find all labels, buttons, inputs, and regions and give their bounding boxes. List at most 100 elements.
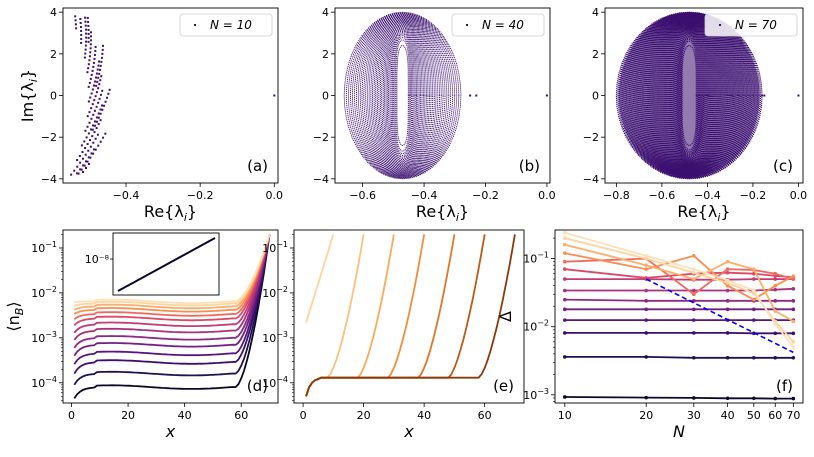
- y-tick-label: 10−4: [31, 375, 57, 390]
- x-tick-label: −0.2: [187, 189, 214, 202]
- y-tick-label: 4: [50, 6, 57, 19]
- eigenvalue-point: [90, 128, 93, 131]
- eigenvalue-point: [101, 89, 104, 92]
- x-tick-label: 70: [786, 409, 800, 422]
- eigenvalue-point: [103, 104, 106, 107]
- eigenvalue-point: [98, 97, 101, 100]
- x-tick-label: 40: [178, 409, 192, 422]
- x-axis-label: x: [165, 422, 176, 441]
- legend-label: N = 10: [210, 18, 252, 32]
- series-point: [791, 355, 796, 360]
- eigenvalue-point: [97, 76, 100, 79]
- panel-d: 0 20 40 60 10−4 10−3 10−2 10−1 x ⟨nB⟩ (d) 10⁻⁸: [4, 229, 279, 441]
- eigenvalue-point: [94, 45, 97, 48]
- series-line-12: [74, 234, 271, 307]
- series-point: [791, 287, 796, 291]
- eigenvalue-point: [83, 56, 86, 59]
- eigenvalue-strand: [396, 45, 409, 146]
- eigenvalue-point: [97, 123, 100, 126]
- y-tick-label: −2: [41, 131, 57, 144]
- series-point: [644, 307, 649, 312]
- eigenvalue-point: [90, 107, 93, 110]
- eigenvalue-point: [95, 116, 98, 119]
- eigenvalue-strand: [393, 34, 413, 157]
- eigenvalue-strand: [390, 32, 415, 159]
- eigenvalue-point: [97, 87, 100, 90]
- eigenvalue-point: [83, 164, 86, 167]
- inset-line: [117, 237, 216, 292]
- axes-frame: [293, 229, 525, 404]
- eigenvalue-point: [86, 125, 89, 128]
- eigenvalue-points: [343, 11, 548, 180]
- series-point: [562, 251, 567, 256]
- eigenvalue-point: [107, 92, 110, 95]
- series-point: [791, 331, 796, 336]
- x-tick-label: 20: [121, 409, 135, 422]
- eigenvalue-point: [99, 112, 102, 115]
- series-point: [773, 331, 778, 336]
- eigenvalue-point: [93, 99, 96, 102]
- series-point: [692, 277, 696, 281]
- eigenvalue-point: [74, 19, 77, 22]
- series-point: [725, 331, 730, 335]
- x-axis-label: Re{λi}: [677, 202, 730, 224]
- panel-label: (b): [519, 157, 540, 175]
- eigenvalue-point: [93, 84, 96, 87]
- series-point: [773, 322, 778, 326]
- legend-marker: [466, 24, 468, 26]
- eigenvalue-point: [87, 100, 90, 103]
- eigenvalue-point: [86, 143, 89, 146]
- eigenvalue-strand: [388, 29, 417, 162]
- eigenvalue-point: [545, 94, 548, 97]
- series-point: [562, 230, 567, 235]
- eigenvalue-point: [99, 79, 102, 82]
- y-axis-label: Δ: [496, 311, 515, 322]
- eigenvalue-point: [92, 124, 95, 127]
- eigenvalue-point: [80, 168, 83, 171]
- legend-box: [704, 13, 798, 37]
- eigenvalue-point: [87, 32, 90, 35]
- eigenvalue-point: [94, 148, 97, 151]
- eigenvalue-point: [108, 88, 111, 91]
- eigenvalue-point: [87, 63, 90, 66]
- x-axis-label: Re{λi}: [416, 202, 469, 224]
- eigenvalue-point: [76, 165, 79, 168]
- eigenvalue-point: [102, 136, 105, 139]
- eigenvalue-point: [100, 56, 103, 59]
- legend-box: [179, 13, 273, 37]
- eigenvalue-point: [88, 59, 91, 62]
- eigenvalue-point: [95, 127, 98, 130]
- eigenvalue-point: [84, 48, 87, 51]
- eigenvalue-point: [74, 15, 77, 18]
- eigenvalue-point: [94, 80, 97, 83]
- series-line-11: [73, 234, 271, 311]
- series-point: [725, 396, 730, 401]
- x-tick-label: 0: [300, 409, 307, 422]
- series-point: [644, 253, 649, 258]
- x-tick-label: 0: [68, 409, 75, 422]
- x-tick-label: −0.2: [472, 189, 499, 202]
- eigenvalue-point: [84, 160, 87, 163]
- y-tick-label: −2: [583, 131, 599, 144]
- series-line-6: [73, 234, 271, 341]
- y-tick-label: 10−3: [262, 330, 288, 345]
- eigenvalue-strand: [385, 27, 420, 164]
- eigenvalue-point: [86, 71, 89, 74]
- eigenvalue-point: [91, 69, 94, 72]
- eigenvalue-point: [90, 117, 93, 120]
- eigenvalue-point: [92, 65, 95, 68]
- series-point: [725, 267, 730, 271]
- series-line-3: [73, 234, 271, 365]
- eigenvalue-point: [95, 120, 98, 123]
- y-tick-label: −4: [41, 173, 57, 186]
- x-tick-label: 60: [478, 409, 492, 422]
- panel-b: −0.6 −0.4 −0.2 0.0 −4 −2 0 2 4 Re{λi} (b) N = 40: [313, 6, 556, 224]
- eigenvalue-point: [90, 73, 93, 76]
- eigenvalue-point: [85, 40, 88, 43]
- legend: N = 40: [451, 13, 545, 37]
- y-tick-label: 10−1: [523, 251, 549, 266]
- eigenvalue-point: [76, 159, 79, 162]
- eigenvalue-point: [76, 172, 79, 175]
- eigenvalue-point: [87, 132, 90, 135]
- series-point: [644, 355, 649, 359]
